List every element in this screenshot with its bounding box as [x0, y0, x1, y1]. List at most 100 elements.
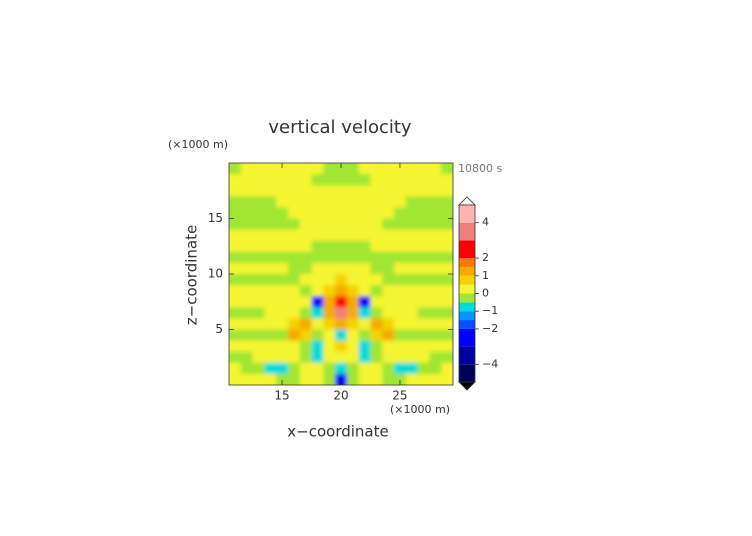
colorbar-band: [459, 311, 475, 321]
field-cell: [252, 274, 265, 286]
field-cell: [417, 351, 430, 364]
x-tick-label: 20: [333, 389, 348, 403]
field-cell: [382, 185, 395, 197]
field-cell: [299, 340, 313, 353]
field-cell: [311, 329, 324, 342]
field-cell: [358, 240, 371, 253]
field-cell: [240, 318, 254, 330]
field-cell: [323, 373, 336, 385]
field-cell: [323, 362, 336, 375]
field-cell: [429, 373, 442, 385]
field-cell: [276, 351, 289, 364]
field-cell: [429, 240, 442, 253]
field-cell: [441, 196, 453, 208]
field-cell: [276, 196, 289, 208]
field-cell: [299, 362, 313, 375]
field-cell: [405, 229, 419, 242]
field-cell: [358, 196, 371, 208]
field-cell: [335, 207, 348, 219]
field-cell: [240, 373, 254, 385]
field-cell: [394, 262, 407, 275]
field-cell: [429, 196, 442, 208]
field-cell: [358, 185, 371, 197]
field-cell: [405, 351, 419, 364]
field-cell: [417, 174, 430, 186]
field-cell: [240, 229, 254, 242]
field-cell: [335, 362, 348, 375]
chart-title: vertical velocity: [268, 117, 412, 138]
field-cell: [394, 229, 407, 242]
field-cell: [323, 240, 336, 253]
field-cell: [287, 362, 301, 375]
field-cell: [405, 274, 419, 286]
field-cell: [276, 373, 289, 385]
field-cell: [323, 218, 336, 231]
field-cell: [441, 218, 453, 231]
field-cell: [264, 207, 277, 219]
field-cell: [229, 163, 242, 175]
field-cell: [394, 207, 407, 219]
field-cell: [299, 318, 313, 330]
field-cell: [429, 340, 442, 353]
field-cell: [229, 340, 242, 353]
field-cell: [346, 274, 360, 286]
field-cell: [299, 218, 313, 231]
field-cell: [276, 185, 289, 197]
field-cell: [394, 329, 407, 342]
field-cell: [323, 274, 336, 286]
colorbar-band: [459, 346, 475, 365]
field-cell: [346, 373, 360, 385]
field-cell: [264, 240, 277, 253]
field-cell: [287, 373, 301, 385]
field-cell: [358, 274, 371, 286]
field-cell: [417, 207, 430, 219]
field-cell: [323, 262, 336, 275]
field-cell: [240, 362, 254, 375]
field-cell: [370, 240, 383, 253]
field-cell: [441, 307, 453, 319]
field-cell: [276, 340, 289, 353]
field-cell: [370, 262, 383, 275]
field-cell: [429, 274, 442, 286]
field-cell: [370, 218, 383, 231]
field-cell: [429, 185, 442, 197]
field-cell: [264, 373, 277, 385]
field-cell: [299, 373, 313, 385]
field-cell: [370, 329, 383, 342]
field-cell: [346, 240, 360, 253]
y-tick-label: 15: [208, 211, 223, 225]
field-cell: [229, 285, 242, 297]
field-cell: [311, 163, 324, 175]
field-cell: [323, 351, 336, 364]
field-cell: [323, 318, 336, 330]
field-cell: [346, 362, 360, 375]
field-cell: [323, 229, 336, 242]
field-cell: [240, 196, 254, 208]
field-cell: [335, 351, 348, 364]
field-cell: [229, 373, 242, 385]
field-cell: [240, 251, 254, 264]
field-cell: [323, 185, 336, 197]
field-cell: [299, 185, 313, 197]
field-cell: [276, 274, 289, 286]
field-cell: [394, 351, 407, 364]
field-cell: [346, 229, 360, 242]
x-tick-label: 25: [392, 389, 407, 403]
field-cell: [323, 196, 336, 208]
field-cell: [252, 163, 265, 175]
field-cell: [358, 373, 371, 385]
field-cell: [382, 340, 395, 353]
field-cell: [382, 240, 395, 253]
field-cell: [311, 351, 324, 364]
field-cell: [335, 373, 348, 385]
x-axis-label: x−coordinate: [287, 423, 388, 441]
field-cell: [335, 340, 348, 353]
field-cell: [311, 340, 324, 353]
field-cell: [382, 373, 395, 385]
field-cell: [229, 174, 242, 186]
field-cell: [311, 196, 324, 208]
colorbar-band: [459, 293, 475, 303]
field-cell: [240, 218, 254, 231]
field-cell: [405, 251, 419, 264]
field-cell: [405, 318, 419, 330]
